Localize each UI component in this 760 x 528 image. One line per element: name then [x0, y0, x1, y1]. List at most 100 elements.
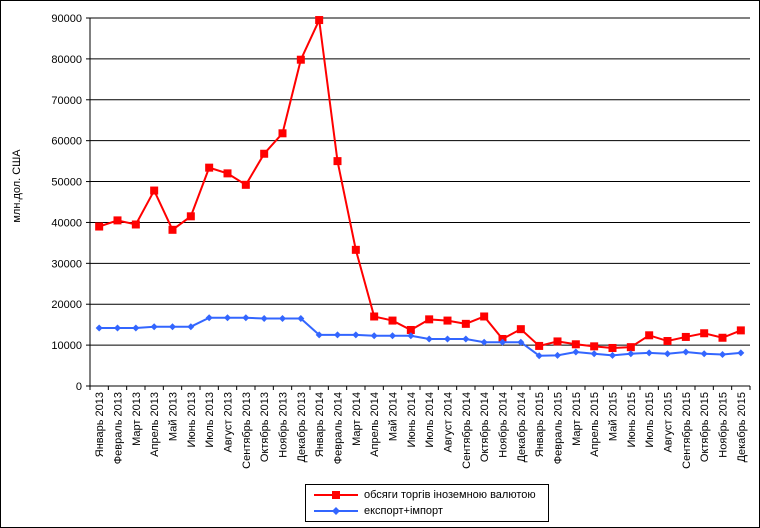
legend-item-trading-volume: обсяги торгів іноземною валютою — [312, 487, 544, 503]
x-tick-label: Май 2014 — [388, 392, 400, 441]
data-point-square — [700, 329, 709, 338]
y-tick-label: 20000 — [51, 299, 82, 311]
x-tick-label: Июль 2015 — [644, 392, 656, 448]
data-point-square — [223, 169, 232, 178]
data-point-square — [443, 316, 452, 325]
data-point-diamond — [334, 331, 341, 339]
x-tick-label: Ноябрь 2015 — [718, 392, 730, 458]
y-tick-label: 10000 — [51, 340, 82, 352]
x-tick-label: Август 2014 — [443, 392, 455, 453]
x-tick-label: Октябрь 2015 — [699, 392, 711, 462]
data-point-diamond — [590, 350, 598, 358]
data-point-square — [571, 340, 580, 349]
x-tick-label: Июнь 2014 — [406, 392, 418, 448]
data-point-diamond — [370, 332, 378, 340]
x-tick-label: Май 2015 — [608, 392, 620, 441]
x-tick-label: Август 2015 — [663, 392, 675, 453]
data-point-square — [296, 55, 305, 64]
axes — [86, 17, 751, 390]
data-point-diamond — [150, 323, 158, 331]
y-tick-label: 50000 — [51, 177, 82, 189]
data-point-square — [608, 343, 617, 352]
x-tick-label: Январь 2015 — [534, 392, 546, 457]
x-tick-label: Апрель 2015 — [589, 392, 601, 457]
data-point-diamond — [737, 349, 745, 357]
x-tick-label: Март 2015 — [571, 392, 583, 446]
data-point-diamond — [389, 332, 396, 340]
series-line-0 — [98, 16, 742, 349]
data-point-diamond — [242, 314, 250, 322]
x-tick-label: Февраль 2015 — [553, 392, 565, 464]
x-tick-label: Март 2013 — [131, 392, 143, 446]
y-tick-label: 70000 — [51, 95, 82, 107]
data-point-diamond — [260, 315, 268, 323]
data-point-diamond — [352, 331, 360, 339]
data-point-diamond — [224, 314, 231, 322]
legend-item-export-import: експорт+імпорт — [312, 503, 544, 519]
x-tick-label: Октябрь 2014 — [479, 392, 491, 462]
data-point-diamond — [187, 323, 195, 331]
data-point-square — [95, 222, 104, 231]
legend: обсяги торгів іноземною валютою експорт+… — [305, 484, 549, 522]
series-line-1 — [99, 316, 741, 357]
data-point-square — [315, 16, 324, 25]
data-point-diamond — [517, 338, 525, 346]
data-point-diamond — [609, 351, 616, 359]
data-point-square — [370, 312, 379, 321]
x-tick-label: Январь 2013 — [94, 392, 106, 457]
data-point-diamond — [462, 335, 470, 343]
data-point-square — [113, 216, 122, 225]
data-point-square — [168, 225, 177, 234]
x-tick-label: Июнь 2015 — [626, 392, 638, 448]
legend-swatch-red-square — [314, 491, 358, 499]
data-point-diamond — [315, 331, 323, 339]
x-tick-label: Февраль 2014 — [333, 392, 345, 464]
data-point-square — [590, 342, 599, 351]
data-point-square — [425, 315, 434, 324]
data-point-diamond — [627, 350, 635, 358]
data-point-square — [150, 186, 159, 195]
data-point-square — [406, 325, 415, 334]
data-point-square — [186, 212, 195, 221]
data-point-diamond — [719, 351, 726, 359]
data-point-square — [388, 316, 397, 325]
data-point-diamond — [169, 323, 176, 331]
x-tick-label: Ноябрь 2013 — [278, 392, 290, 458]
data-point-square — [535, 341, 544, 350]
data-point-square — [645, 331, 654, 340]
x-tick-label: Декабрь 2014 — [516, 392, 528, 462]
data-point-square — [480, 312, 489, 321]
series-group — [95, 16, 745, 360]
x-tick-label: Август 2013 — [223, 392, 235, 453]
data-point-square — [736, 326, 745, 335]
data-point-diamond — [645, 349, 653, 357]
y-tick-label: 30000 — [51, 258, 82, 270]
data-point-square — [205, 163, 214, 172]
data-point-diamond — [480, 338, 488, 346]
x-tick-label: Июнь 2013 — [186, 392, 198, 448]
data-point-diamond — [682, 348, 690, 356]
data-point-square — [241, 180, 250, 189]
gridlines — [90, 17, 750, 346]
x-tick-label: Октябрь 2013 — [259, 392, 271, 462]
x-tick-label: Декабрь 2015 — [736, 392, 748, 462]
x-tick-label: Июль 2013 — [204, 392, 216, 448]
x-tick-label: Апрель 2014 — [369, 392, 381, 457]
x-tick-label: Февраль 2013 — [113, 392, 125, 464]
y-tick-label: 40000 — [51, 217, 82, 229]
data-point-diamond — [279, 315, 286, 323]
y-axis-label: млн.дол. США — [11, 149, 23, 223]
data-point-square — [626, 343, 635, 352]
data-point-diamond — [554, 351, 561, 359]
x-tick-labels: Январь 2013 Февраль 2013 Март 2013 Апрель 2… — [94, 392, 748, 469]
data-point-diamond — [95, 324, 103, 332]
y-tick-label: 90000 — [51, 13, 82, 25]
legend-swatch-blue-diamond — [314, 507, 358, 515]
x-tick-label: Июль 2014 — [424, 392, 436, 448]
y-tick-labels: 0 10000 20000 30000 40000 50000 60000 70000 8000… — [51, 13, 82, 393]
data-point-square — [718, 333, 727, 342]
x-tick-label: Май 2013 — [168, 392, 180, 441]
data-point-square — [516, 325, 525, 334]
legend-label-export-import: експорт+імпорт — [364, 505, 443, 517]
